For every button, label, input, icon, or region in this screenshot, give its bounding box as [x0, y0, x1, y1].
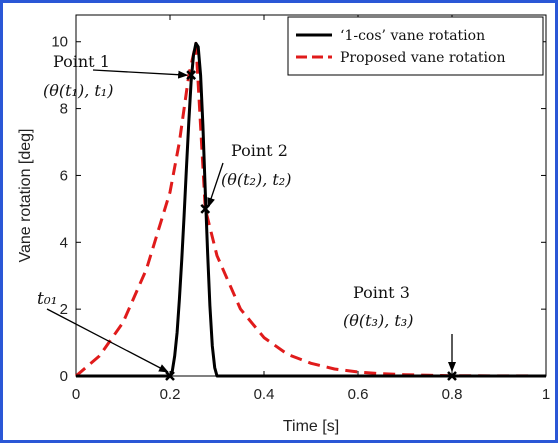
series-line-one-cos [76, 41, 546, 378]
x-tick-label: 0 [72, 386, 80, 403]
x-tick-label: 0.2 [160, 386, 181, 403]
y-tick-label: 10 [51, 34, 68, 51]
annotation-point3-label: (θ(t₃), t₃) [343, 311, 413, 330]
data-marker [447, 371, 457, 381]
x-tick-label: 0.6 [348, 386, 369, 403]
x-tick-label: 1 [542, 386, 550, 403]
annotation-t01-arrow [46, 308, 169, 373]
annotation-t01-label: t₀₁ [37, 289, 57, 309]
annotation-point2-title: Point 2 [231, 141, 288, 160]
annotation-point2-arrow [207, 162, 224, 208]
data-marker [186, 70, 197, 81]
annotation-point2-label: (θ(t₂), t₂) [221, 170, 291, 189]
data-marker [165, 371, 175, 381]
x-axis-label: Time [s] [283, 418, 339, 435]
y-tick-label: 0 [60, 368, 68, 385]
y-tick-label: 4 [60, 234, 68, 251]
x-tick-label: 0.4 [254, 386, 275, 403]
y-tick-label: 2 [60, 301, 68, 318]
legend-label: ‘1-cos’ vane rotation [340, 28, 485, 44]
legend-label: Proposed vane rotation [340, 50, 505, 66]
annotation-point3-title: Point 3 [353, 283, 410, 302]
x-tick-label: 0.8 [442, 386, 463, 403]
annotation-point1-arrow [92, 69, 189, 79]
annotation-point1-label: (θ(t₁), t₁) [43, 81, 113, 100]
y-axis-label: Vane rotation [deg] [17, 128, 34, 262]
y-tick-label: 6 [60, 167, 68, 184]
annotation-point1-title: Point 1 [53, 52, 110, 71]
y-tick-label: 8 [60, 101, 68, 118]
series-line-proposed [75, 41, 547, 378]
legend-box [287, 16, 544, 76]
